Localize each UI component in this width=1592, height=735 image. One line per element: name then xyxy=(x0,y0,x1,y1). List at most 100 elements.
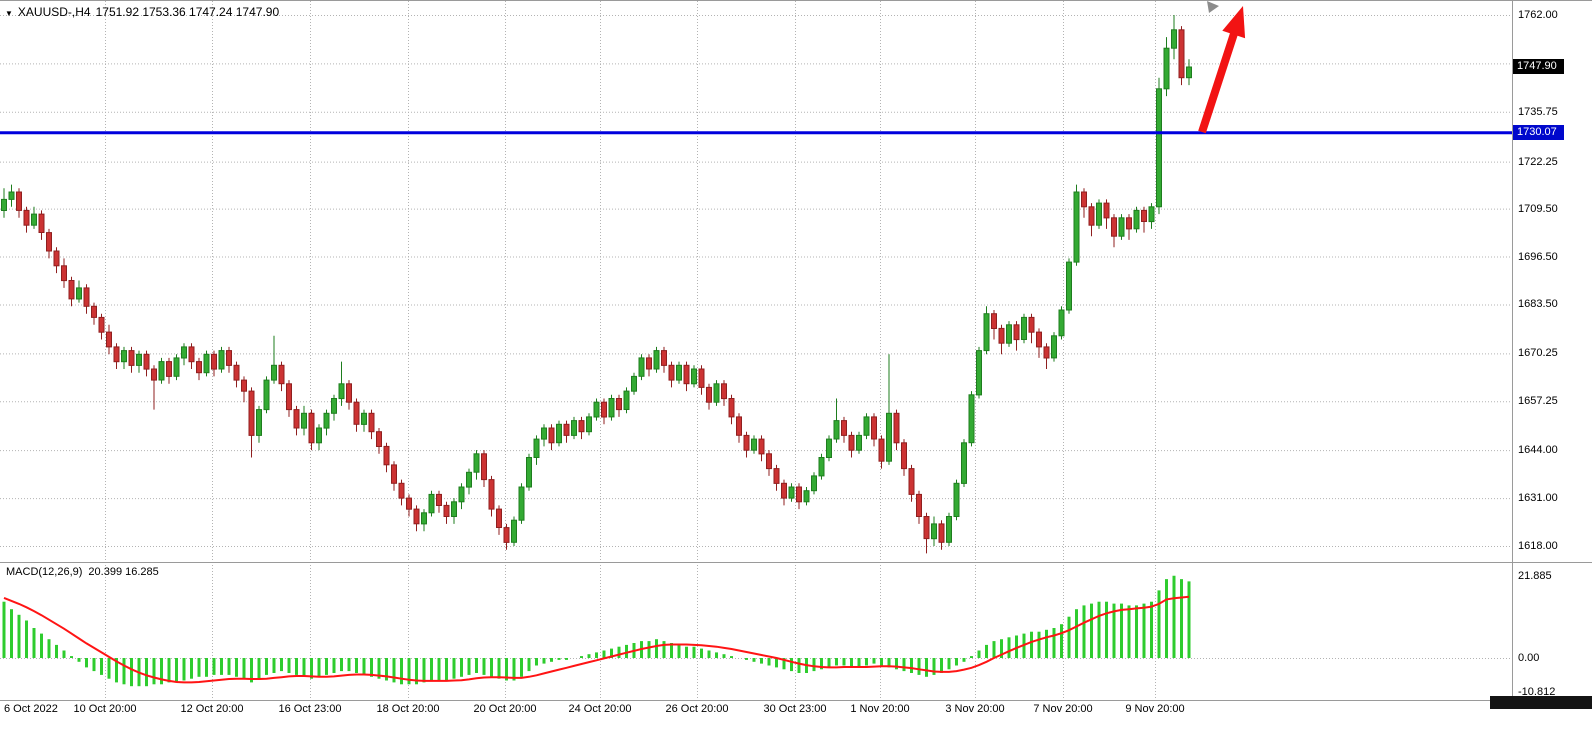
candle-body xyxy=(901,442,907,470)
price-tick-label: 1709.50 xyxy=(1518,202,1558,215)
candle-body xyxy=(383,445,390,466)
candle-body xyxy=(991,313,997,330)
candle-body xyxy=(98,316,105,333)
candle-body xyxy=(271,364,277,381)
candle-body xyxy=(158,361,165,381)
time-tick-label: 10 Oct 20:00 xyxy=(73,703,137,715)
candle-body xyxy=(331,398,337,414)
price-tick-label: 1696.50 xyxy=(1518,250,1558,263)
cursor-icon xyxy=(1207,1,1219,13)
candle-body xyxy=(196,361,202,374)
time-axis[interactable]: 6 Oct 2022 10 Oct 20:00 12 Oct 20:00 16 Oct… xyxy=(0,702,1592,718)
candle-body xyxy=(931,523,937,540)
time-tick-label: 20 Oct 20:00 xyxy=(473,703,537,715)
macd-tick-label: 0.00 xyxy=(1518,652,1540,664)
candle-body xyxy=(503,527,510,543)
candle-body xyxy=(1171,29,1177,49)
candle-body xyxy=(1156,88,1162,208)
candle-body xyxy=(676,364,682,381)
candle-body xyxy=(533,438,540,459)
candle-body xyxy=(188,346,195,363)
candle-body xyxy=(473,453,480,473)
candle-body xyxy=(91,305,97,318)
candle-body xyxy=(946,516,952,543)
time-tick-label: 12 Oct 20:00 xyxy=(180,703,244,715)
candle-body xyxy=(916,493,922,517)
macd-tick-label: -10.812 xyxy=(1518,686,1556,698)
candle-body xyxy=(1133,209,1140,230)
candle-body xyxy=(436,493,442,506)
candle-body xyxy=(983,313,990,352)
hline-price-tag: 1730.07 xyxy=(1513,124,1564,140)
candle-body xyxy=(998,327,1005,344)
candle-body xyxy=(638,357,645,377)
candle-body xyxy=(773,468,780,484)
candle-body xyxy=(256,409,262,436)
candle-body xyxy=(556,423,562,444)
candle-body xyxy=(293,409,300,429)
candle-body xyxy=(623,390,630,411)
candle-body xyxy=(811,475,817,492)
candle-body xyxy=(361,412,367,425)
candle-body xyxy=(886,412,892,462)
candle-body xyxy=(1148,206,1155,223)
candle-body xyxy=(736,416,742,436)
candle-body xyxy=(181,346,187,359)
candle-body xyxy=(23,209,30,226)
candle-body xyxy=(616,398,622,411)
symbol-dropdown-icon[interactable]: ▼ xyxy=(5,9,13,18)
candle-body xyxy=(856,434,862,451)
candle-body xyxy=(406,497,412,510)
time-tick-label: 18 Oct 20:00 xyxy=(376,703,440,715)
price-axis[interactable]: 1762.00 1735.75 1722.25 1709.50 1696.50 1683.… xyxy=(1515,0,1592,735)
candle-body xyxy=(421,512,427,525)
candle-body xyxy=(1028,316,1035,333)
candle-body xyxy=(818,457,825,477)
candle-body xyxy=(1088,206,1095,226)
candle-body xyxy=(803,490,810,503)
candle-body xyxy=(53,250,60,267)
candle-body xyxy=(661,350,667,366)
candle-body xyxy=(1096,202,1102,226)
candle-body xyxy=(1051,335,1057,359)
candle-body xyxy=(398,482,405,499)
price-tick-label: 1722.25 xyxy=(1518,155,1558,168)
candle-body xyxy=(923,516,930,540)
price-tick-label: 1631.00 xyxy=(1518,492,1558,505)
candle-body xyxy=(781,482,787,499)
candle-body xyxy=(368,412,375,433)
candle-body xyxy=(758,438,765,455)
candle-body xyxy=(593,401,600,418)
price-tick-label: 1683.50 xyxy=(1518,298,1558,311)
candle-body xyxy=(878,438,885,462)
candle-body xyxy=(323,412,330,429)
candle-body xyxy=(691,368,697,385)
time-tick-label: 30 Oct 23:00 xyxy=(763,703,827,715)
candle-body xyxy=(511,519,517,543)
horizontal-scrollbar-thumb[interactable] xyxy=(1490,696,1592,709)
candle-body xyxy=(211,353,217,370)
candle-body xyxy=(46,232,52,252)
pane-borders xyxy=(0,0,1592,701)
candle-body xyxy=(631,375,637,392)
time-tick-label: 7 Nov 20:00 xyxy=(1033,703,1093,715)
candle-body xyxy=(1036,331,1042,348)
macd-current-values: 20.399 16.285 xyxy=(88,566,159,578)
candle-body xyxy=(1058,309,1065,337)
chart-header: ▼ XAUUSD-,H4 1751.92 1753.36 1747.24 1747.… xyxy=(5,5,284,19)
macd-tick-label: 21.885 xyxy=(1518,569,1552,582)
candle-body xyxy=(346,383,352,403)
candle-body xyxy=(278,364,285,385)
candle-body xyxy=(413,508,420,525)
candle-body xyxy=(563,423,570,436)
candle-body xyxy=(526,457,532,488)
candle-body xyxy=(601,401,607,418)
candle-body xyxy=(893,412,900,444)
candle-body xyxy=(466,471,472,488)
candle-body xyxy=(1013,324,1020,341)
candle-body xyxy=(353,401,360,425)
candle-body xyxy=(571,420,577,436)
trend-arrow[interactable] xyxy=(1198,6,1246,134)
